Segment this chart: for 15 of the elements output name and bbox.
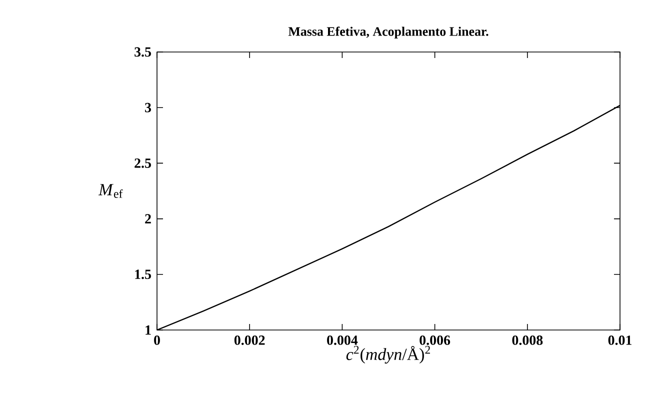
x-tick-label: 0	[154, 336, 160, 345]
y-axis-title: M$_{ef}$	[98, 184, 123, 198]
y-tick-label: 2.5	[134, 158, 151, 168]
x-tick-label: 0.006	[420, 336, 450, 345]
y-tick-label: 2	[145, 214, 151, 224]
x-tick-label: 0.004	[327, 336, 358, 345]
x-tick-label: 0.008	[512, 336, 543, 345]
y-tick-label: 3	[145, 102, 152, 112]
y-tick-label: 1	[146, 325, 151, 335]
x-tick-label: 0.01	[608, 336, 632, 345]
x-tick-label: 0.002	[234, 336, 265, 345]
chart-title: Massa Efetiva, Acoplamento Linear.	[288, 26, 488, 38]
x-axis-title: c$^{2}$(mdyn/Å)$^{2}$	[346, 346, 430, 364]
y-tick-label: 3.5	[134, 47, 151, 57]
y-tick-label: 1.5	[135, 270, 151, 280]
